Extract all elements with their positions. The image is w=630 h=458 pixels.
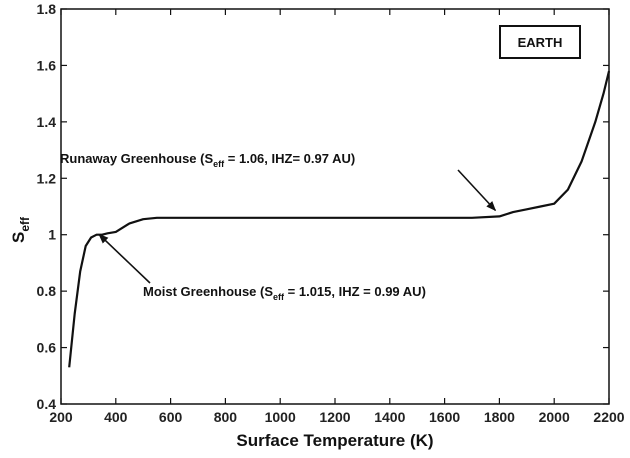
annotation-runaway-suffix: = 1.06, IHZ= 0.97 AU) bbox=[224, 151, 355, 166]
y-tick-label: 1 bbox=[48, 227, 56, 243]
y-axis-ticks: 0.4 0.6 0.8 1 1.2 1.4 1.6 1.8 bbox=[37, 1, 609, 412]
annotation-moist-prefix: Moist Greenhouse (S bbox=[143, 284, 273, 299]
y-tick-label: 0.4 bbox=[37, 396, 57, 412]
y-axis-title-sub: eff bbox=[18, 216, 32, 232]
plot-area bbox=[60, 8, 610, 405]
annotation-moist-suffix: = 1.015, IHZ = 0.99 AU) bbox=[284, 284, 426, 299]
x-tick-label: 1800 bbox=[484, 409, 515, 425]
x-tick-label: 200 bbox=[49, 409, 73, 425]
annotation-moist: Moist Greenhouse (Seff = 1.015, IHZ = 0.… bbox=[98, 233, 426, 302]
annotation-moist-sub: eff bbox=[273, 292, 285, 302]
legend-label: EARTH bbox=[518, 35, 563, 50]
x-axis-title: Surface Temperature (K) bbox=[236, 431, 433, 450]
annotation-runaway-label: Runaway Greenhouse (Seff = 1.06, IHZ= 0.… bbox=[60, 151, 355, 169]
y-tick-label: 0.6 bbox=[37, 340, 57, 356]
annotation-runaway-sub: eff bbox=[213, 159, 225, 169]
annotation-moist-arrow bbox=[98, 233, 151, 284]
y-tick-label: 1.6 bbox=[37, 57, 57, 73]
x-tick-label: 2200 bbox=[593, 409, 624, 425]
legend-box-frame bbox=[499, 25, 581, 59]
x-tick-label: 600 bbox=[159, 409, 183, 425]
x-tick-label: 1400 bbox=[374, 409, 405, 425]
annotation-runaway: Runaway Greenhouse (Seff = 1.06, IHZ= 0.… bbox=[60, 151, 497, 212]
y-tick-label: 1.4 bbox=[37, 114, 57, 130]
annotation-runaway-prefix: Runaway Greenhouse (S bbox=[60, 151, 213, 166]
series-line-earth bbox=[68, 70, 611, 368]
x-tick-label: 1600 bbox=[429, 409, 460, 425]
x-tick-label: 800 bbox=[214, 409, 238, 425]
svg-text:Seff: Seff bbox=[9, 216, 32, 243]
x-tick-label: 2000 bbox=[539, 409, 570, 425]
y-axis-title-main: S bbox=[9, 232, 28, 243]
y-tick-label: 0.8 bbox=[37, 283, 57, 299]
legend-box: EARTH bbox=[499, 25, 581, 59]
x-tick-label: 1000 bbox=[265, 409, 296, 425]
x-tick-label: 1200 bbox=[319, 409, 350, 425]
y-tick-label: 1.2 bbox=[37, 170, 57, 186]
annotation-moist-label: Moist Greenhouse (Seff = 1.015, IHZ = 0.… bbox=[143, 284, 426, 302]
annotation-runaway-arrow bbox=[457, 169, 497, 212]
x-axis-ticks: 200 400 600 800 1000 1200 1400 1600 1800 2000 2200 bbox=[49, 9, 625, 425]
y-tick-label: 1.8 bbox=[37, 1, 57, 17]
y-axis-title: Seff bbox=[9, 216, 32, 243]
x-tick-label: 400 bbox=[104, 409, 128, 425]
